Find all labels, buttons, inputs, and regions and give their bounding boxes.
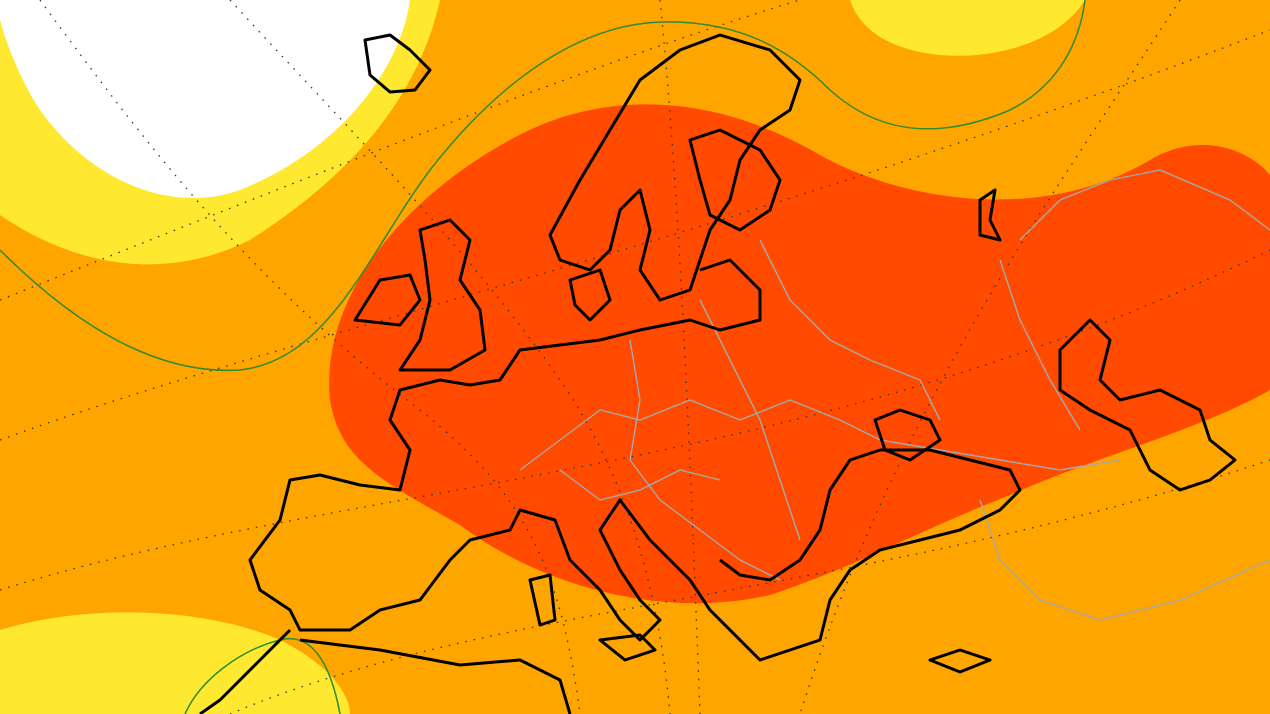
coastline-denmark	[568, 268, 612, 322]
border-line	[1019, 169, 1270, 241]
coastline-crete	[928, 648, 992, 674]
border-line	[559, 469, 721, 501]
field-white-northwest	[0, 0, 410, 199]
coastline-britain	[398, 218, 487, 372]
border-line	[759, 239, 941, 421]
coastlines	[199, 33, 1237, 714]
coastline-crimea	[873, 408, 942, 462]
coastline-caspian	[1058, 318, 1237, 492]
coastline-scandinavia	[548, 33, 802, 302]
coastline-sicily	[598, 633, 657, 662]
border-line	[999, 259, 1081, 431]
graticule-line	[0, 0, 801, 301]
coastline-mainland	[248, 258, 1022, 662]
coastline-iceland	[363, 33, 432, 94]
border-line	[979, 499, 1270, 621]
border-line	[519, 399, 1121, 471]
field-yellow-north	[850, 0, 1085, 56]
graticule-line	[659, 0, 701, 714]
graticule-line	[229, 459, 1270, 714]
field-red-core	[329, 104, 1270, 604]
border-line	[699, 299, 801, 541]
coastline-sardinia	[528, 573, 557, 627]
coastline-white-sea	[978, 188, 1002, 242]
graticule-line	[229, 0, 671, 714]
coastline-africa-west	[199, 628, 292, 714]
coastline-ireland	[353, 273, 422, 327]
border-line	[629, 339, 781, 581]
borders	[519, 169, 1270, 621]
coastline-finland	[688, 128, 782, 232]
coastline-africa-north	[299, 638, 572, 714]
field-yellow-southwest	[0, 612, 350, 714]
contour-line	[0, 0, 1086, 372]
